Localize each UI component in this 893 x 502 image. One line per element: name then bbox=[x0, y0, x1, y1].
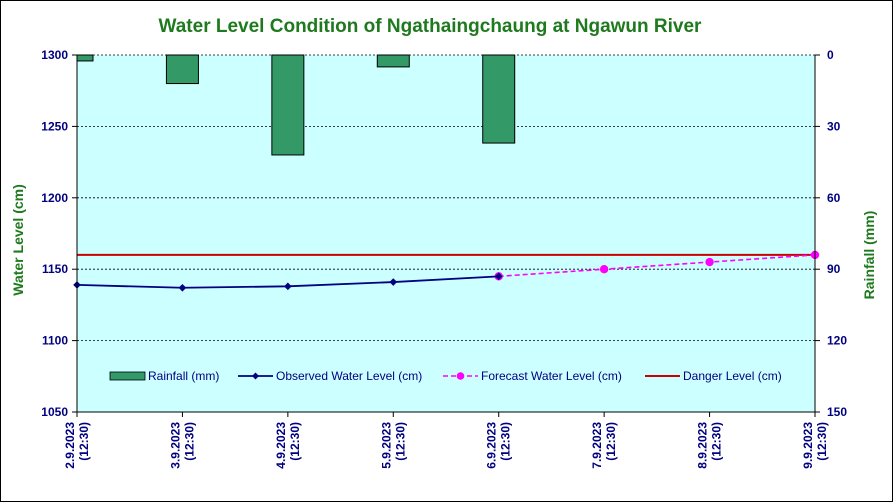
x-tick-label-time: (12:30) bbox=[182, 422, 196, 461]
x-tick-label-time: (12:30) bbox=[499, 422, 513, 461]
series-lines bbox=[73, 250, 820, 292]
rainfall-bar bbox=[482, 54, 516, 144]
plot-area bbox=[77, 55, 815, 412]
x-tick-label-time: (12:30) bbox=[604, 422, 618, 461]
x-tick-label-time: (12:30) bbox=[710, 422, 724, 461]
x-tick-label-date: 7.9.2023 bbox=[590, 422, 604, 469]
y-tick-label-left: 1150 bbox=[42, 262, 68, 276]
legend-label: Forecast Water Level (cm) bbox=[481, 369, 622, 383]
rainfall-bar bbox=[271, 54, 305, 156]
y-tick-label-right: 90 bbox=[827, 262, 841, 276]
y-tick-label-right: 0 bbox=[827, 48, 834, 62]
observed-point bbox=[389, 278, 398, 286]
y-tick-label-right: 150 bbox=[827, 405, 847, 419]
rainfall-bars bbox=[76, 54, 516, 156]
y-tick-label-left: 1100 bbox=[42, 334, 68, 348]
y-tick-label-left: 1250 bbox=[41, 119, 68, 133]
chart-title: Water Level Condition of Ngathaingchaung… bbox=[159, 16, 703, 37]
gridlines bbox=[77, 54, 815, 342]
x-tick-label-date: 9.9.2023 bbox=[801, 422, 815, 469]
y-tick-label-right: 60 bbox=[827, 191, 841, 205]
forecast-line bbox=[498, 254, 816, 278]
axes bbox=[72, 54, 820, 417]
forecast-point bbox=[599, 265, 609, 274]
x-tick-label-date: 4.9.2023 bbox=[274, 422, 288, 469]
legend-label: Rainfall (mm) bbox=[148, 369, 219, 383]
legend-label: Danger Level (cm) bbox=[683, 369, 782, 383]
legend-marker-observed bbox=[252, 372, 259, 380]
y-tick-label-left: 1050 bbox=[41, 405, 68, 419]
forecast-point bbox=[705, 257, 714, 267]
x-tick-label-time: (12:30) bbox=[393, 422, 407, 461]
x-tick-label-date: 3.9.2023 bbox=[168, 422, 182, 469]
y-tick-label-right: 120 bbox=[827, 334, 847, 348]
x-tick-label-date: 2.9.2023 bbox=[63, 422, 77, 469]
observed-point bbox=[178, 283, 187, 292]
x-tick-label-time: (12:30) bbox=[815, 422, 829, 461]
x-tick-label-time: (12:30) bbox=[288, 422, 302, 461]
observed-point bbox=[284, 282, 292, 291]
y-axis-right-label: Rainfall (mm) bbox=[861, 211, 877, 300]
rainfall-bar bbox=[76, 54, 94, 62]
y-tick-label-right: 30 bbox=[827, 119, 841, 133]
rainfall-bar bbox=[376, 54, 410, 68]
x-tick-label-date: 5.9.2023 bbox=[379, 422, 393, 469]
x-tick-label-date: 8.9.2023 bbox=[696, 422, 710, 469]
legend: Rainfall (mm) Observed Water Level (cm) Fo… bbox=[109, 369, 782, 383]
tick-labels: 1050 1100 1150 1200 1250 1300 0 30 60 90 120 150 2.9… bbox=[41, 48, 847, 469]
x-tick-label-time: (12:30) bbox=[77, 422, 91, 461]
y-axis-left-label: Water Level (cm) bbox=[10, 184, 26, 296]
legend-swatch-rainfall bbox=[109, 371, 146, 381]
legend-label: Observed Water Level (cm) bbox=[276, 369, 422, 383]
rainfall-bar bbox=[165, 54, 199, 85]
observed-point bbox=[494, 272, 503, 281]
y-tick-label-left: 1300 bbox=[41, 48, 68, 62]
y-tick-label-left: 1200 bbox=[41, 191, 68, 205]
x-tick-label-date: 6.9.2023 bbox=[485, 422, 499, 469]
legend-marker-forecast bbox=[456, 372, 465, 380]
